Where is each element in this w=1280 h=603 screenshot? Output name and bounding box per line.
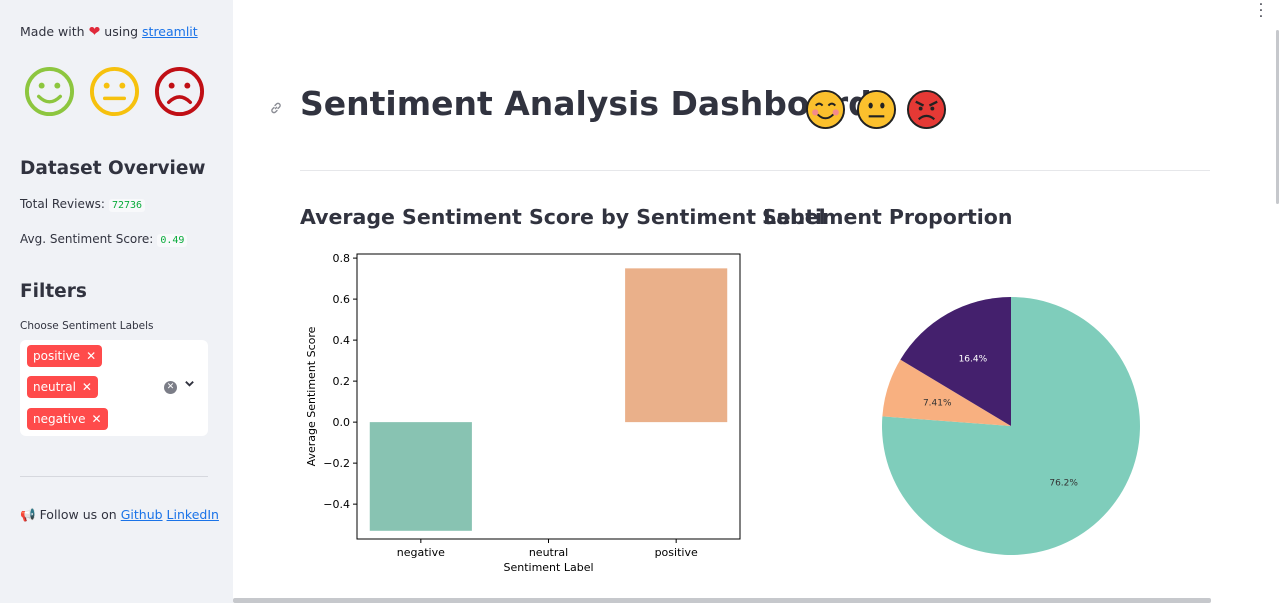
angry-face-icon	[906, 89, 947, 130]
filters-heading: Filters	[20, 281, 87, 302]
sidebar-divider	[20, 476, 208, 477]
github-link[interactable]: Github	[120, 507, 163, 522]
main-menu-icon[interactable]: · · ·	[1258, 0, 1264, 25]
clear-all-icon[interactable]: ✕	[164, 381, 177, 394]
tag-label: negative	[33, 412, 86, 426]
horizontal-scrollbar[interactable]	[233, 598, 1211, 603]
tag-label: neutral	[33, 380, 76, 394]
tag-label: positive	[33, 349, 81, 363]
dataset-overview-heading: Dataset Overview	[20, 158, 206, 179]
megaphone-icon: 📢	[20, 507, 36, 522]
y-tick-label: 0.2	[333, 375, 351, 388]
bar-chart: 0.8 0.6 0.4 0.2 0.0 −0.2 −0.4 negative neutral po…	[305, 252, 741, 574]
avg-score-stat: Avg. Sentiment Score: 0.49	[20, 232, 188, 247]
tag-neutral: neutral ✕	[27, 376, 98, 398]
sentiment-faces	[24, 66, 205, 117]
avg-score-label: Avg. Sentiment Score:	[20, 232, 154, 246]
heart-icon: ❤	[88, 24, 101, 40]
happy-face-icon	[24, 66, 75, 117]
made-prefix: Made with	[20, 24, 85, 39]
made-using: using	[104, 24, 139, 39]
y-tick-label: 0.0	[333, 416, 351, 429]
total-reviews-stat: Total Reviews: 72736	[20, 197, 146, 212]
y-tick-label: −0.4	[323, 498, 350, 511]
y-tick-label: 0.8	[333, 252, 351, 265]
bar-negative	[369, 422, 472, 531]
bar-positive	[625, 268, 728, 423]
remove-tag-icon[interactable]: ✕	[91, 412, 102, 426]
avg-score-value: 0.49	[157, 234, 188, 247]
follow-prefix: Follow us on	[39, 507, 117, 522]
y-tick-label: 0.4	[333, 334, 351, 347]
total-reviews-value: 72736	[108, 199, 146, 212]
page-title: Sentiment Analysis Dashboard	[300, 84, 872, 123]
remove-tag-icon[interactable]: ✕	[86, 349, 97, 363]
x-tick-label: positive	[655, 546, 698, 559]
y-tick-label: −0.2	[323, 457, 350, 470]
filter-label: Choose Sentiment Labels	[20, 320, 154, 332]
sentiment-multiselect[interactable]: positive ✕ neutral ✕ negative ✕ ✕	[20, 340, 208, 436]
pie-slice-2	[882, 359, 1011, 426]
pie-slice-label: 76.2%	[1049, 479, 1078, 489]
sad-face-icon	[154, 66, 205, 117]
neutral-face-icon	[89, 66, 140, 117]
anchor-link-icon[interactable]	[268, 100, 284, 116]
vertical-scroll-thumb[interactable]	[1276, 30, 1279, 204]
chevron-down-icon[interactable]	[184, 378, 195, 392]
pie-slice-3	[900, 297, 1011, 426]
pie-chart-heading: Sentiment Proportion	[762, 205, 1013, 229]
remove-tag-icon[interactable]: ✕	[81, 380, 92, 394]
linkedin-link[interactable]: LinkedIn	[166, 507, 219, 522]
tag-negative: negative ✕	[27, 408, 108, 430]
neutral-face-icon	[856, 89, 897, 130]
pie-chart: 76.2% 7.41% 16.4%	[882, 297, 1140, 555]
tag-positive: positive ✕	[27, 345, 103, 367]
pie-slice-label: 16.4%	[959, 355, 988, 365]
total-reviews-label: Total Reviews:	[20, 197, 105, 211]
title-divider	[300, 170, 1210, 171]
y-tick-label: 0.6	[333, 293, 351, 306]
follow-us: 📢 Follow us on Github LinkedIn	[20, 507, 219, 523]
x-axis-label: Sentiment Label	[503, 561, 593, 574]
streamlit-link[interactable]: streamlit	[142, 24, 198, 39]
bar-chart-heading: Average Sentiment Score by Sentiment Lab…	[300, 205, 826, 229]
y-axis-label: Average Sentiment Score	[305, 326, 318, 466]
x-tick-label: neutral	[529, 546, 568, 559]
smiling-face-icon	[805, 89, 846, 130]
pie-slice-label: 7.41%	[923, 399, 952, 409]
made-with-text: Made with ❤ using streamlit	[20, 24, 198, 40]
x-tick-label: negative	[397, 546, 445, 559]
sidebar: Made with ❤ using streamlit Dataset Over…	[0, 0, 233, 603]
